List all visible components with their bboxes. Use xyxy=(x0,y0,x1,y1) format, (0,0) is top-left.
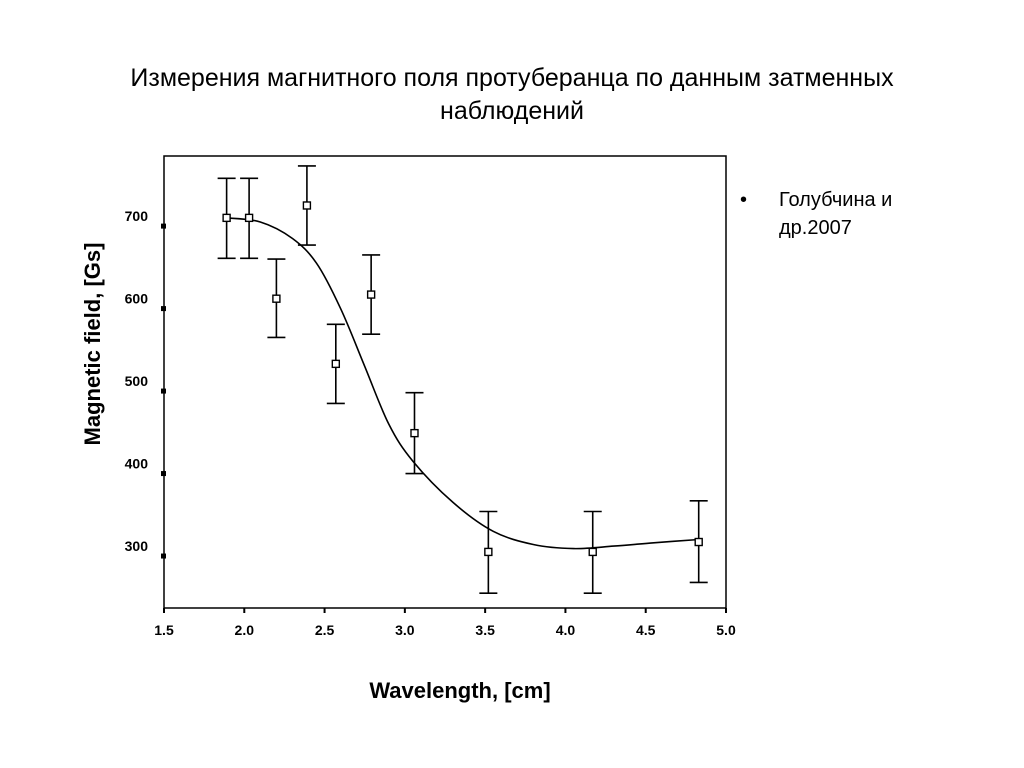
title-line-2: наблюдений xyxy=(440,97,584,125)
data-point xyxy=(302,201,312,210)
x-tick-label: 5.0 xyxy=(716,622,736,638)
plot-frame xyxy=(163,155,727,609)
x-tick-label: 2.0 xyxy=(235,622,255,638)
bullet-icon: • xyxy=(740,189,748,211)
x-tick-label: 4.5 xyxy=(636,622,656,638)
data-point xyxy=(244,213,254,223)
y-tick-label: 400 xyxy=(125,456,149,472)
y-tick-label: 700 xyxy=(125,208,149,224)
data-point xyxy=(222,213,231,223)
bullet-citation: Голубчина и др.2007 xyxy=(779,189,893,239)
y-tick-mark xyxy=(161,223,166,229)
x-tick-label: 3.5 xyxy=(475,622,495,638)
bullet-list: • Голубчина и др.2007 xyxy=(740,186,940,242)
data-point xyxy=(694,537,703,547)
data-point xyxy=(588,547,597,557)
x-tick-label: 2.5 xyxy=(315,622,335,638)
fit-curve xyxy=(226,217,699,550)
y-tick-mark xyxy=(161,471,166,477)
y-tick-mark xyxy=(161,306,166,312)
y-tick-label: 500 xyxy=(125,373,149,389)
x-axis-label: Wavelength, [cm] xyxy=(369,678,550,703)
slide-title: Измерения магнитного поля протуберанца п… xyxy=(60,62,964,128)
data-point xyxy=(410,428,419,438)
y-axis-label: Magnetic field, [Gs] xyxy=(80,243,105,446)
y-tick-label: 600 xyxy=(125,291,149,307)
x-tick-label: 3.0 xyxy=(395,622,415,638)
y-tick-mark xyxy=(161,553,166,559)
data-point xyxy=(331,359,341,369)
data-point xyxy=(272,294,281,303)
title-line-1: Измерения магнитного поля протуберанца п… xyxy=(130,64,894,92)
data-point xyxy=(366,290,376,299)
x-tick-label: 1.5 xyxy=(154,622,174,638)
y-tick-label: 300 xyxy=(125,538,149,554)
x-tick-label: 4.0 xyxy=(556,622,576,638)
data-point xyxy=(484,547,493,557)
y-tick-mark xyxy=(161,388,166,394)
